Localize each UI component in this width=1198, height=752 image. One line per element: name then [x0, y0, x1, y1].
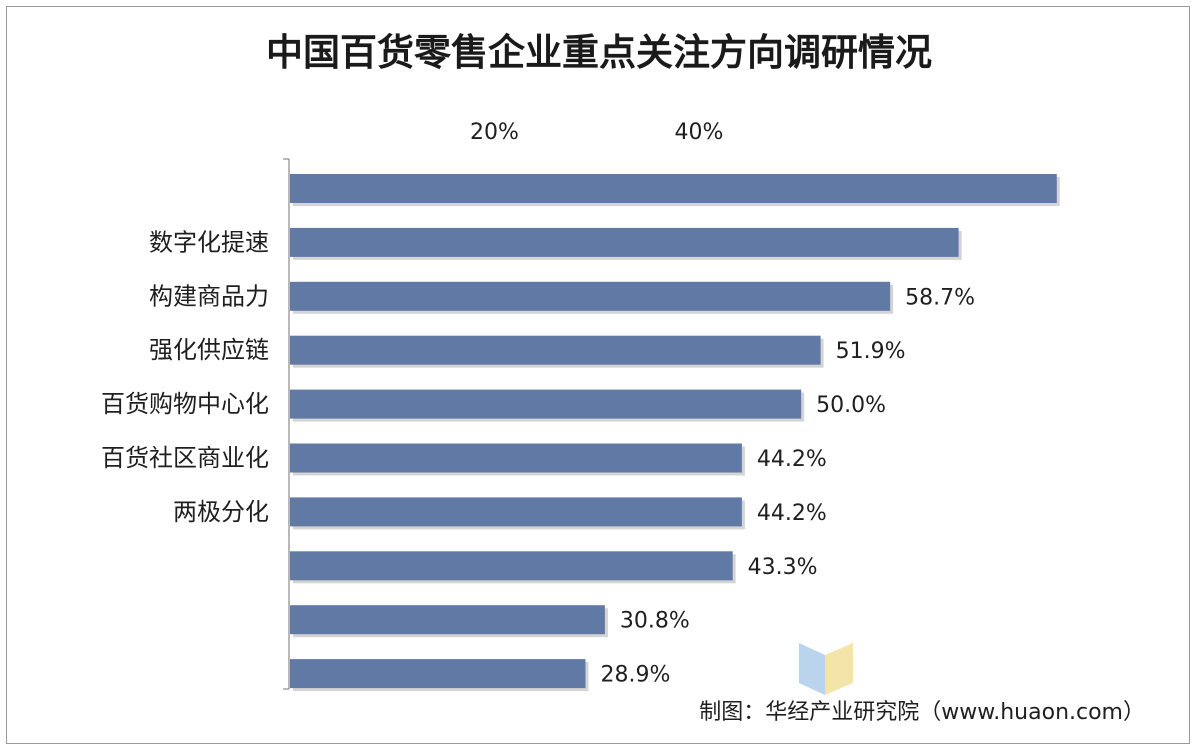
x-tick-label: 20%: [470, 120, 519, 145]
category-label: 百货社区商业化: [101, 444, 269, 472]
data-label: 30.8%: [620, 609, 690, 634]
bar: [290, 281, 891, 311]
data-label: 43.3%: [748, 555, 818, 580]
category-label: 两极分化: [173, 498, 269, 526]
data-label: 44.2%: [757, 501, 827, 526]
bar: [290, 443, 742, 473]
bar: [290, 551, 733, 581]
bar: [290, 497, 742, 527]
category-label: 百货购物中心化: [101, 390, 269, 418]
category-label: 构建商品力: [149, 282, 269, 310]
source-note: 制图：华经产业研究院（www.huaon.com）: [699, 700, 1145, 725]
x-tick-label: 40%: [674, 120, 723, 145]
data-label: 44.2%: [757, 447, 827, 472]
data-label: 51.9%: [836, 339, 906, 364]
data-label: 28.9%: [600, 663, 670, 688]
chart-frame: 中国百货零售企业重点关注方向调研情况 20% 40% 数字化提速构建商品力 58.7…: [6, 6, 1190, 744]
bar: [290, 227, 959, 257]
x-axis-ticks: 20% 40%: [470, 120, 723, 145]
bar: [290, 605, 605, 635]
data-label: 58.7%: [905, 285, 975, 310]
chart-title: 中国百货零售企业重点关注方向调研情况: [266, 30, 932, 74]
category-label: 强化供应链: [149, 336, 269, 364]
data-label: 50.0%: [816, 393, 886, 418]
logo-watermark: [799, 643, 853, 695]
bar: [290, 174, 1057, 203]
bar: [290, 389, 802, 419]
category-label: 数字化提速: [149, 228, 269, 256]
bar: [290, 335, 821, 365]
bar: [290, 659, 586, 689]
